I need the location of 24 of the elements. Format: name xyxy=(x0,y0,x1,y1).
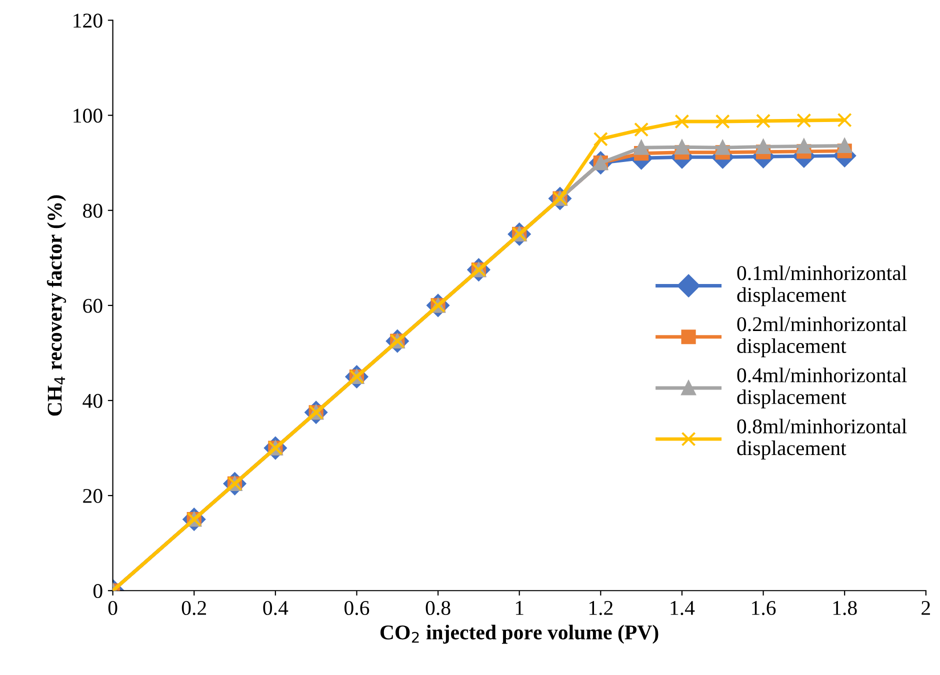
legend-label: 0.8ml/minhorizontal displacement xyxy=(737,418,907,460)
x-tick-label: 0.8 xyxy=(426,600,450,616)
y-tick-label: 60 xyxy=(83,298,102,313)
legend-label: 0.1ml/minhorizontal displacement xyxy=(737,265,907,306)
y-tick-label: 0 xyxy=(93,584,102,598)
x-tick-label: 1.4 xyxy=(670,601,695,616)
x-tick-label: 0.6 xyxy=(344,600,370,616)
x-tick-label: 0.4 xyxy=(263,600,288,616)
x-axis-title: CO$_{2}$ injected pore volume (PV) xyxy=(380,624,658,644)
y-tick-label: 100 xyxy=(74,108,102,123)
legend-label: 0.4ml/minhorizontal displacement xyxy=(737,368,907,408)
x-tick-label: 1.6 xyxy=(752,601,776,616)
x-tick-label: 2 xyxy=(922,601,930,615)
y-tick-label: 80 xyxy=(83,204,102,218)
y-tick-label: 40 xyxy=(82,394,102,408)
x-tick-label: 0.2 xyxy=(182,600,206,616)
y-tick-label: 120 xyxy=(74,14,102,28)
x-tick-label: 1.8 xyxy=(833,600,857,616)
x-tick-label: 1 xyxy=(516,601,524,615)
y-axis-title: CH$_{4}$ recovery factor (%) xyxy=(46,195,66,416)
legend-label: 0.2ml/minhorizontal displacement xyxy=(737,316,907,358)
x-tick-label: 0 xyxy=(108,600,118,616)
x-tick-label: 1.2 xyxy=(589,601,613,616)
y-tick-label: 20 xyxy=(83,488,102,503)
